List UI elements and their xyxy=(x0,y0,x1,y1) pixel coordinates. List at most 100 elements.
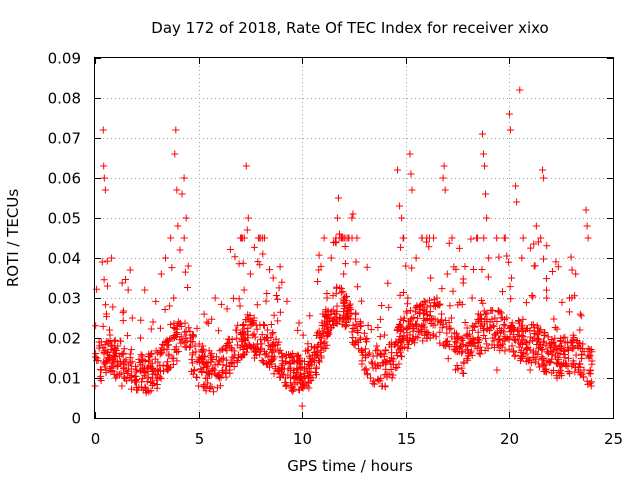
data-point xyxy=(558,345,566,353)
data-point xyxy=(119,349,127,357)
data-point xyxy=(315,251,323,259)
data-point xyxy=(178,190,186,198)
data-point xyxy=(248,343,256,351)
data-point xyxy=(317,346,325,354)
data-point xyxy=(265,266,273,274)
data-point xyxy=(491,331,499,339)
data-point xyxy=(477,346,485,354)
data-point xyxy=(487,324,495,332)
data-point xyxy=(370,380,378,388)
data-point xyxy=(387,354,395,362)
data-point xyxy=(100,174,108,182)
data-point xyxy=(444,355,452,363)
data-point xyxy=(256,350,264,358)
data-point xyxy=(270,339,278,347)
data-point xyxy=(524,354,532,362)
data-point xyxy=(276,373,284,381)
data-point xyxy=(250,243,258,251)
data-point xyxy=(354,328,362,336)
data-point xyxy=(145,362,153,370)
data-point xyxy=(95,338,103,346)
data-point xyxy=(548,339,556,347)
data-point xyxy=(212,353,220,361)
data-point xyxy=(158,349,166,357)
data-point xyxy=(275,366,283,374)
data-point xyxy=(481,162,489,170)
data-point xyxy=(493,341,501,349)
y-tick-label: 0.04 xyxy=(48,250,81,268)
data-point xyxy=(474,338,482,346)
data-point xyxy=(501,322,509,330)
data-point xyxy=(431,315,439,323)
data-point xyxy=(256,261,264,269)
data-point xyxy=(539,362,547,370)
data-point xyxy=(200,364,208,372)
data-point xyxy=(483,309,491,317)
data-point xyxy=(404,336,412,344)
data-point xyxy=(537,234,545,242)
data-point xyxy=(419,307,427,315)
data-point xyxy=(374,323,382,331)
data-point xyxy=(282,358,290,366)
data-point xyxy=(478,322,486,330)
data-point xyxy=(492,329,500,337)
y-tick-label: 0.05 xyxy=(48,210,81,228)
data-point xyxy=(570,359,578,367)
data-point xyxy=(518,332,526,340)
data-point xyxy=(334,194,342,202)
data-point xyxy=(540,331,548,339)
data-point xyxy=(579,340,587,348)
data-point xyxy=(308,358,316,366)
data-point xyxy=(248,320,256,328)
data-point xyxy=(511,351,519,359)
data-point xyxy=(588,360,596,368)
data-point xyxy=(96,365,104,373)
data-point xyxy=(476,343,484,351)
data-point xyxy=(505,110,513,118)
data-point xyxy=(313,350,321,358)
data-point xyxy=(239,328,247,336)
data-point xyxy=(302,347,310,355)
data-point xyxy=(193,324,201,332)
data-point xyxy=(483,340,491,348)
data-point xyxy=(226,246,234,254)
data-point xyxy=(443,323,451,331)
data-point xyxy=(244,214,252,222)
data-point xyxy=(335,230,343,238)
data-point xyxy=(442,338,450,346)
data-point xyxy=(367,374,375,382)
data-point xyxy=(95,344,103,352)
data-point xyxy=(582,206,590,214)
data-point xyxy=(523,339,531,347)
data-point xyxy=(173,186,181,194)
data-point xyxy=(323,294,331,302)
data-point xyxy=(468,351,476,359)
data-point xyxy=(459,275,467,283)
data-point xyxy=(586,366,594,374)
data-point xyxy=(269,342,277,350)
data-point xyxy=(579,373,587,381)
data-point xyxy=(276,263,284,271)
data-point xyxy=(464,332,472,340)
data-point xyxy=(103,357,111,365)
data-point xyxy=(264,326,272,334)
data-point xyxy=(164,358,172,366)
data-point xyxy=(376,333,384,341)
data-point xyxy=(428,315,436,323)
data-point xyxy=(440,162,448,170)
data-point xyxy=(339,288,347,296)
data-point xyxy=(147,379,155,387)
data-point xyxy=(505,336,513,344)
data-point xyxy=(341,323,349,331)
data-point xyxy=(226,366,234,374)
data-point xyxy=(163,365,171,373)
data-point xyxy=(584,234,592,242)
data-point xyxy=(568,339,576,347)
data-point xyxy=(153,374,161,382)
data-point xyxy=(467,235,475,243)
data-point xyxy=(577,355,585,363)
data-point xyxy=(414,334,422,342)
data-point xyxy=(407,170,415,178)
data-point xyxy=(547,358,555,366)
